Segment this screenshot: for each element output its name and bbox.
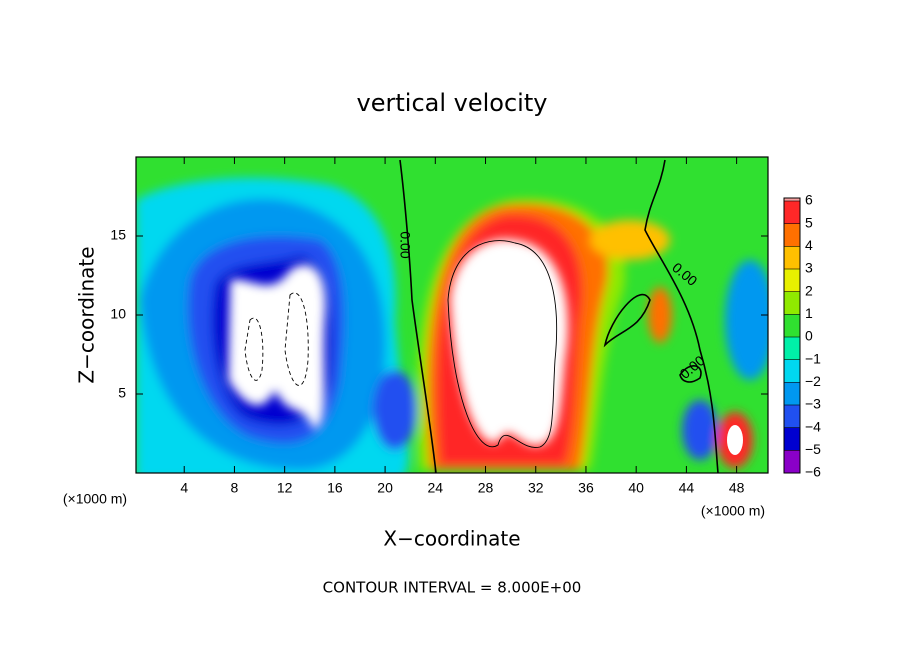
y-tick-label: 15 — [110, 227, 126, 243]
colorbar-label: 6 — [805, 192, 813, 208]
x-tick-label: 24 — [428, 480, 444, 496]
contour-label: 0.00 — [397, 231, 413, 258]
x-tick-label: 20 — [377, 480, 393, 496]
colorbar-label: 4 — [805, 237, 813, 253]
colorbar-band — [784, 382, 800, 405]
colorbar-label: −5 — [805, 441, 821, 457]
colorbar-label: −3 — [805, 396, 821, 412]
colorbar-label: −6 — [805, 464, 821, 480]
colorbar-band — [784, 427, 800, 451]
colorbar-band — [784, 269, 800, 292]
chart-title: vertical velocity — [357, 89, 548, 117]
colorbar-band — [784, 337, 800, 360]
colorbar-band — [784, 291, 800, 315]
x-tick-label: 16 — [327, 480, 343, 496]
x-tick-label: 8 — [231, 480, 239, 496]
colorbar-label: 0 — [805, 328, 813, 344]
x-tick-label: 36 — [578, 480, 594, 496]
colorbar-label: 3 — [805, 260, 813, 276]
colorbar-band — [784, 450, 800, 473]
colorbar-band — [784, 223, 800, 247]
x-axis-label: X−coordinate — [383, 527, 520, 551]
x-unit-right: (×1000 m) — [701, 503, 765, 519]
x-tick-label: 44 — [679, 480, 695, 496]
colorbar-band — [784, 314, 800, 337]
colorbar-band — [784, 201, 800, 224]
colorbar-label: −1 — [805, 350, 821, 366]
colorbar-label: 5 — [805, 214, 813, 230]
x-unit: (×1000 m) — [63, 491, 127, 507]
footer: CONTOUR INTERVAL = 8.000E+00 — [323, 579, 582, 597]
x-tick-label: 12 — [277, 480, 293, 496]
colorbar-label: −2 — [805, 373, 821, 389]
x-tick-label: 28 — [478, 480, 494, 496]
colorbar-label: 2 — [805, 282, 813, 298]
colorbar-band — [784, 359, 800, 383]
colorbar-band — [784, 246, 800, 269]
x-tick-label: 4 — [180, 480, 188, 496]
x-tick-label: 48 — [729, 480, 745, 496]
colorbar-band — [784, 405, 800, 428]
y-tick-label: 5 — [118, 385, 126, 401]
y-tick-label: 10 — [110, 306, 126, 322]
x-tick-label: 32 — [528, 480, 544, 496]
colorbar-label: −4 — [805, 418, 821, 434]
field — [136, 157, 768, 473]
colorbar-label: 1 — [805, 305, 813, 321]
y-axis-label: Z−coordinate — [75, 246, 99, 383]
colorbar-top — [784, 198, 800, 201]
x-tick-label: 40 — [628, 480, 644, 496]
